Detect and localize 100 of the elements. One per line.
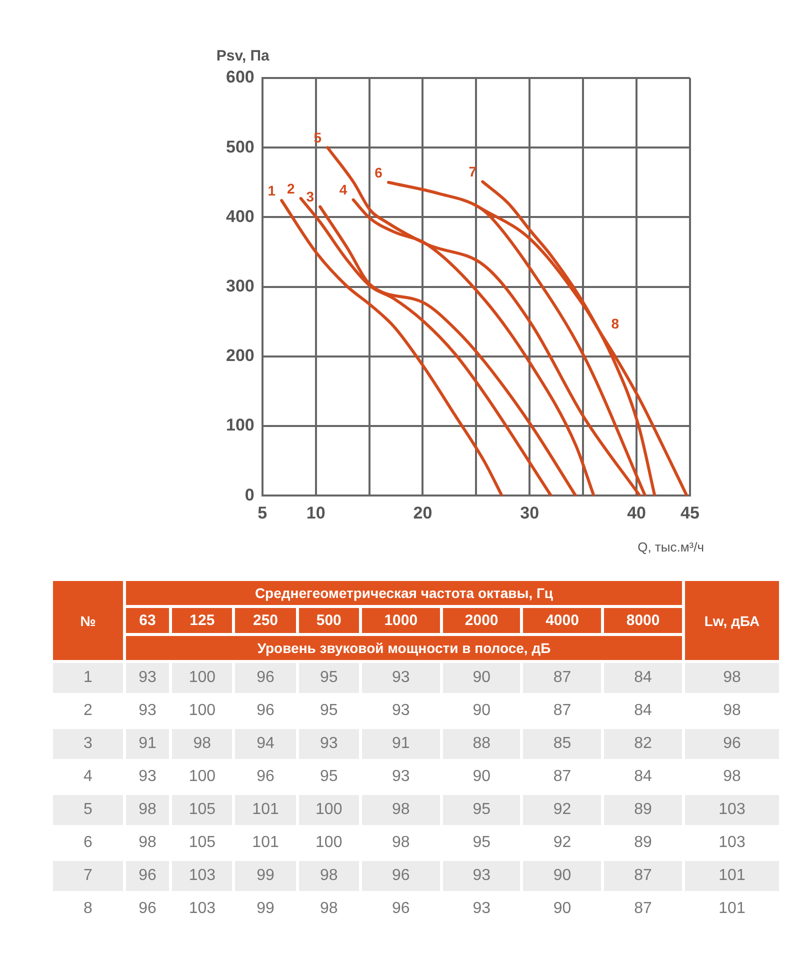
y-tick-label: 100 xyxy=(226,416,254,435)
data-label: 87 xyxy=(604,894,682,924)
annotation: 3 xyxy=(306,188,314,205)
data-label: 95 xyxy=(442,795,520,825)
data-label: 93 xyxy=(126,663,169,693)
x-tick-label: 63 xyxy=(126,608,169,633)
y-tick-label: 7 xyxy=(53,861,123,891)
data-label: 101 xyxy=(685,861,779,891)
x-tick-label: 8000 xyxy=(604,608,682,633)
data-label: 93 xyxy=(126,696,169,726)
data-label: 90 xyxy=(523,894,602,924)
y-tick-label: 600 xyxy=(226,68,254,87)
data-label: 100 xyxy=(172,663,232,693)
x-tick-label: 4000 xyxy=(523,608,602,633)
data-label: 85 xyxy=(523,729,602,759)
data-label: 96 xyxy=(362,861,440,891)
annotation: 1 xyxy=(268,182,276,198)
data-label: 87 xyxy=(523,762,602,792)
chart-subtitle: Уровень звуковой мощности в полосе, дБ xyxy=(126,636,682,660)
x-tick-label: 1000 xyxy=(362,608,440,633)
data-label: 101 xyxy=(685,894,779,924)
data-label: 88 xyxy=(442,729,520,759)
data-label: 90 xyxy=(442,696,520,726)
y-axis-title: Psv, Па xyxy=(216,48,270,65)
data-label: 99 xyxy=(235,894,296,924)
x-tick-label: 500 xyxy=(298,608,360,633)
data-label: 87 xyxy=(523,696,602,726)
data-label: 100 xyxy=(172,696,232,726)
data-label: 89 xyxy=(604,828,682,858)
x-tick-label: 125 xyxy=(172,608,232,633)
data-label: 98 xyxy=(298,861,360,891)
annotation: 2 xyxy=(286,180,295,196)
x-tick-label: 45 xyxy=(680,503,700,522)
x-tick-label: 2000 xyxy=(442,608,520,633)
y-tick-label: 3 xyxy=(53,729,123,759)
annotation: 6 xyxy=(374,164,383,180)
data-label: 100 xyxy=(298,795,360,825)
data-label: 95 xyxy=(298,663,360,693)
data-label: 100 xyxy=(172,762,232,792)
data-label: 87 xyxy=(523,663,602,693)
data-label: 90 xyxy=(442,762,520,792)
x-tick-label: 5 xyxy=(258,503,268,522)
data-label: 94 xyxy=(235,729,296,759)
data-label: 95 xyxy=(442,828,520,858)
data-label: 84 xyxy=(604,696,682,726)
y-tick-label: 1 xyxy=(53,663,123,693)
data-label: 101 xyxy=(235,828,296,858)
data-label: 91 xyxy=(362,729,440,759)
data-label: 105 xyxy=(172,795,232,825)
x-tick-label: 30 xyxy=(520,503,540,522)
data-label: 96 xyxy=(685,729,779,759)
data-label: 98 xyxy=(685,663,779,693)
data-label: 93 xyxy=(362,663,440,693)
y-tick-label: 400 xyxy=(226,206,254,226)
data-label: 93 xyxy=(298,729,360,759)
x-tick-label: 250 xyxy=(235,608,296,633)
data-label: 91 xyxy=(126,729,169,759)
data-label: 87 xyxy=(604,861,682,891)
data-label: 93 xyxy=(362,696,440,726)
data-label: 98 xyxy=(685,696,779,726)
data-label: 98 xyxy=(172,729,232,759)
y-tick-label: 5 xyxy=(53,795,123,825)
data-label: 82 xyxy=(604,729,682,759)
y-tick-label: 200 xyxy=(226,346,254,366)
data-label: 101 xyxy=(235,795,296,825)
x-tick-label: 40 xyxy=(627,503,646,522)
data-label: 103 xyxy=(172,894,232,924)
data-label: 93 xyxy=(126,762,169,792)
data-label: 103 xyxy=(685,795,779,825)
data-label: 84 xyxy=(604,762,682,792)
data-label: 96 xyxy=(235,696,296,726)
data-label: 96 xyxy=(126,894,169,924)
data-label: 98 xyxy=(685,762,779,792)
y-tick-label: 6 xyxy=(53,828,123,858)
y-tick-label: 500 xyxy=(226,137,254,156)
x-axis-title: Q, тыс.м³/ч xyxy=(638,540,704,555)
data-label: 98 xyxy=(126,828,169,858)
y-axis-title: № xyxy=(53,581,123,660)
data-label: 103 xyxy=(172,861,232,891)
y-tick-label: 0 xyxy=(244,485,254,504)
data-label: 96 xyxy=(235,762,296,792)
data-label: 96 xyxy=(362,894,440,924)
y-tick-label: 8 xyxy=(53,894,123,924)
data-label: 92 xyxy=(523,828,602,858)
x-tick-label: Lw, дБА xyxy=(685,581,779,660)
data-label: 96 xyxy=(126,861,169,891)
data-label: 92 xyxy=(523,795,602,825)
data-label: 95 xyxy=(298,762,360,792)
data-label: 100 xyxy=(298,828,360,858)
data-label: 96 xyxy=(235,663,296,693)
x-tick-label: 10 xyxy=(306,503,326,522)
x-tick-label: 20 xyxy=(413,503,432,522)
data-label: 98 xyxy=(126,795,169,825)
y-tick-label: 2 xyxy=(53,696,123,726)
data-label: 98 xyxy=(362,795,440,825)
data-label: 105 xyxy=(172,828,232,858)
annotation: 8 xyxy=(611,316,620,332)
chart-title: Среднегеометрическая частота октавы, Гц xyxy=(126,581,682,605)
data-label: 84 xyxy=(604,663,682,693)
data-label: 93 xyxy=(442,894,520,924)
